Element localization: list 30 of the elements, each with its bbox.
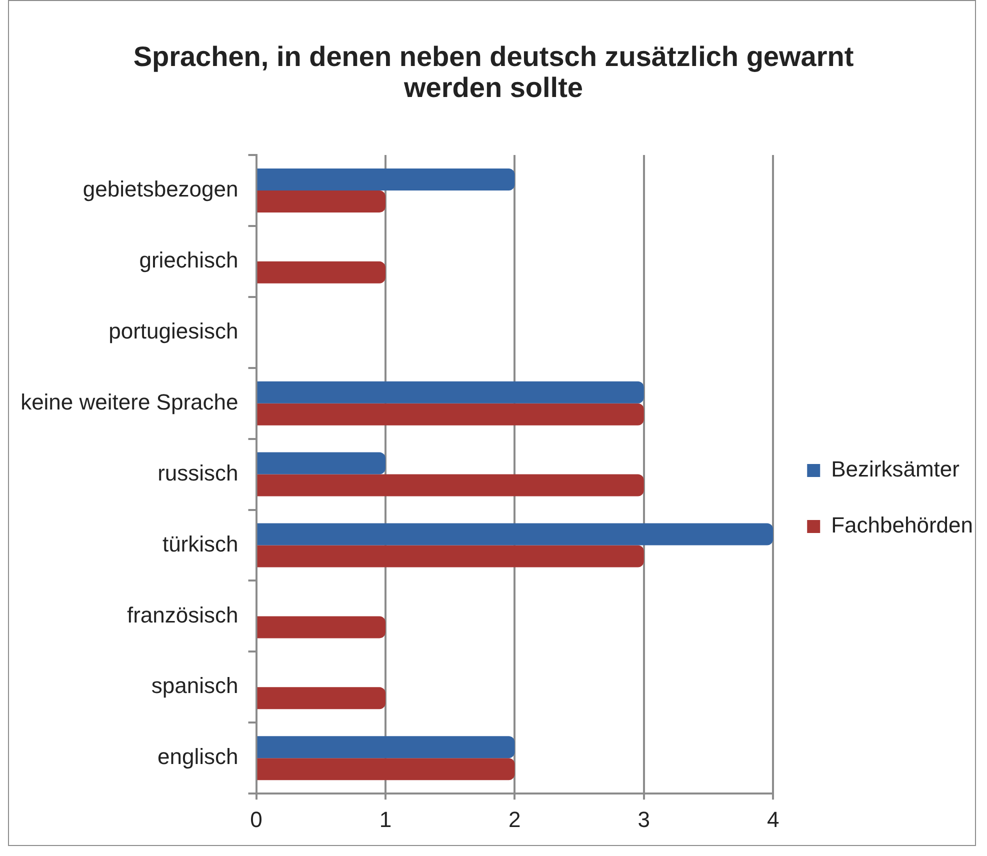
bar [257, 452, 386, 474]
bar [257, 190, 386, 212]
bar [257, 168, 515, 190]
chart-title: Sprachen, in denen neben deutsch zusätzlich gewarnt werden sollte [132, 41, 855, 103]
bar [257, 545, 644, 568]
y-tick-label: französisch [126, 602, 238, 628]
bar [257, 474, 644, 496]
bar [257, 758, 515, 780]
x-tick-label: 2 [508, 806, 521, 832]
bar [257, 403, 644, 426]
y-tick-label: portugiesisch [108, 318, 238, 344]
x-tick-label: 3 [638, 806, 650, 832]
bar [257, 381, 644, 404]
bar [257, 523, 774, 546]
legend-label: Fachbehörden [831, 512, 974, 538]
y-tick-label: keine weitere Sprache [20, 389, 238, 414]
y-tick-label: gebietsbezogen [82, 176, 238, 202]
y-tick-label: türkisch [162, 531, 238, 556]
y-tick-label: englisch [158, 744, 238, 770]
x-tick-label: 1 [379, 806, 392, 832]
bar [257, 616, 386, 638]
bar [257, 736, 515, 758]
x-tick-label: 0 [250, 806, 262, 832]
x-tick-label: 4 [766, 806, 780, 832]
legend-label: Bezirksämter [831, 456, 960, 482]
y-tick-label: spanisch [151, 673, 238, 698]
y-tick-label: griechisch [139, 247, 238, 272]
y-tick-label: russisch [158, 460, 238, 486]
bar [257, 687, 386, 710]
bar [257, 261, 386, 284]
